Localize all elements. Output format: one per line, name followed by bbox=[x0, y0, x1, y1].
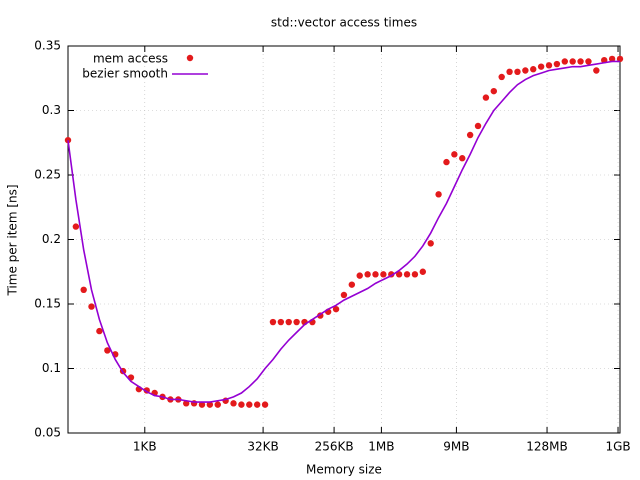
x-axis-label: Memory size bbox=[306, 463, 382, 477]
x-tick-label: 128MB bbox=[526, 440, 568, 454]
data-point bbox=[522, 67, 529, 74]
data-point bbox=[498, 73, 505, 81]
data-point bbox=[482, 94, 490, 101]
data-point bbox=[372, 271, 379, 278]
data-point bbox=[514, 68, 521, 76]
data-point bbox=[80, 286, 87, 294]
chart-title: std::vector access times bbox=[271, 16, 417, 30]
legend-label: mem access bbox=[93, 52, 168, 66]
data-point bbox=[230, 400, 237, 407]
data-point bbox=[577, 58, 584, 65]
data-point bbox=[537, 63, 545, 70]
data-point bbox=[616, 55, 624, 63]
data-point bbox=[348, 281, 356, 288]
data-point bbox=[585, 58, 592, 65]
data-point bbox=[395, 271, 403, 278]
data-point bbox=[427, 240, 434, 247]
data-point bbox=[269, 318, 277, 326]
y-tick-label: 0.05 bbox=[34, 426, 61, 440]
data-point bbox=[72, 223, 80, 230]
x-tick-label: 32KB bbox=[247, 440, 278, 454]
data-point bbox=[198, 401, 206, 408]
x-tick-label: 9MB bbox=[443, 440, 469, 454]
data-point bbox=[356, 272, 363, 279]
legend-marker bbox=[186, 54, 194, 62]
data-point bbox=[238, 401, 245, 408]
data-point bbox=[364, 271, 371, 278]
data-point bbox=[253, 401, 261, 408]
plot-frame bbox=[67, 45, 621, 434]
data-point bbox=[506, 68, 513, 76]
data-point bbox=[569, 58, 576, 65]
x-tick-label: 1KB bbox=[133, 440, 157, 454]
y-tick-label: 0.1 bbox=[42, 361, 61, 375]
y-tick-label: 0.15 bbox=[34, 297, 61, 311]
x-tick-label: 256KB bbox=[315, 440, 354, 454]
data-point bbox=[530, 66, 537, 73]
y-tick-label: 0.3 bbox=[42, 103, 61, 117]
data-point bbox=[380, 271, 387, 278]
x-tick-label: 1GB bbox=[605, 440, 630, 454]
data-point bbox=[443, 158, 450, 166]
y-tick-label: 0.2 bbox=[42, 232, 61, 246]
data-point bbox=[474, 122, 482, 130]
data-point bbox=[285, 318, 292, 326]
data-point bbox=[246, 401, 253, 408]
data-point bbox=[332, 305, 340, 313]
data-point bbox=[214, 401, 221, 408]
data-point bbox=[545, 62, 553, 69]
x-tick-label: 1MB bbox=[368, 440, 394, 454]
data-point bbox=[490, 87, 498, 95]
data-point bbox=[403, 271, 411, 278]
data-point bbox=[435, 191, 442, 198]
data-point bbox=[96, 327, 103, 335]
data-point bbox=[261, 401, 269, 408]
data-point bbox=[104, 347, 111, 354]
data-point bbox=[561, 58, 568, 65]
data-point bbox=[293, 318, 300, 326]
data-point bbox=[88, 303, 95, 310]
y-tick-label: 0.25 bbox=[34, 168, 61, 182]
data-point bbox=[466, 131, 474, 139]
legend-label: bezier smooth bbox=[82, 67, 168, 81]
data-point bbox=[608, 55, 616, 63]
data-point bbox=[411, 271, 419, 278]
data-point bbox=[277, 318, 285, 326]
y-axis-label: Time per item [ns] bbox=[6, 184, 20, 296]
data-point bbox=[553, 60, 561, 68]
data-point bbox=[206, 401, 214, 408]
data-point bbox=[459, 155, 466, 162]
data-point bbox=[340, 291, 348, 299]
data-point bbox=[593, 67, 600, 74]
y-tick-label: 0.35 bbox=[34, 39, 61, 53]
data-point bbox=[419, 268, 427, 275]
data-point bbox=[451, 151, 458, 158]
data-line bbox=[67, 60, 620, 403]
